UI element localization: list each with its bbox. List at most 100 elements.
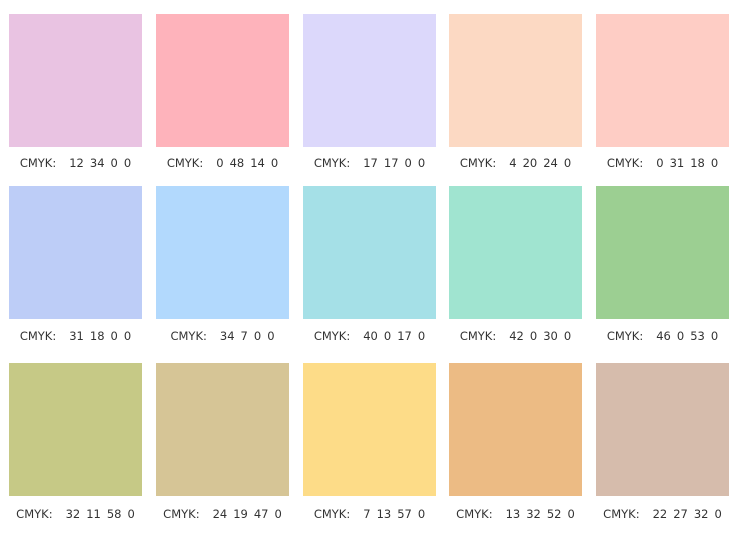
cmyk-value: 30 bbox=[543, 329, 558, 343]
color-swatch bbox=[449, 186, 582, 319]
cmyk-value: 0 bbox=[567, 507, 575, 521]
cmyk-value: 13 bbox=[505, 507, 521, 521]
color-swatch bbox=[596, 186, 729, 319]
cmyk-value: 19 bbox=[233, 507, 248, 521]
swatch-caption: CMYK: 13 32 52 0 bbox=[442, 506, 589, 522]
swatch-caption: CMYK: 31 18 0 0 bbox=[2, 328, 149, 344]
color-swatch bbox=[156, 186, 289, 319]
swatch-caption: CMYK: 46 0 53 0 bbox=[589, 328, 736, 344]
color-swatch bbox=[596, 363, 729, 496]
cmyk-label: CMYK: bbox=[313, 156, 351, 170]
cmyk-value: 24 bbox=[543, 156, 558, 170]
cmyk-value: 22 bbox=[652, 507, 668, 521]
cmyk-value: 0 bbox=[563, 329, 572, 343]
swatch-caption: CMYK: 12 34 0 0 bbox=[2, 155, 149, 171]
cmyk-value: 0 bbox=[270, 156, 279, 170]
color-swatch bbox=[9, 363, 142, 496]
cmyk-value: 0 bbox=[127, 507, 135, 521]
cmyk-label: CMYK: bbox=[606, 329, 644, 343]
cmyk-value: 0 bbox=[714, 507, 722, 521]
cmyk-value: 0 bbox=[383, 329, 392, 343]
cmyk-value: 0 bbox=[267, 329, 275, 343]
cmyk-value: 0 bbox=[656, 156, 664, 170]
cmyk-value: 0 bbox=[417, 329, 426, 343]
cmyk-label: CMYK: bbox=[19, 156, 57, 170]
cmyk-value: 0 bbox=[110, 329, 118, 343]
swatch-caption: CMYK: 0 48 14 0 bbox=[149, 155, 296, 171]
cmyk-value: 40 bbox=[363, 329, 378, 343]
cmyk-value: 20 bbox=[522, 156, 538, 170]
cmyk-label: CMYK: bbox=[313, 507, 351, 521]
cmyk-value: 17 bbox=[397, 329, 412, 343]
cmyk-value: 0 bbox=[563, 156, 572, 170]
color-swatch bbox=[303, 14, 436, 147]
cmyk-label: CMYK: bbox=[163, 507, 200, 521]
cmyk-value: 31 bbox=[69, 329, 84, 343]
cmyk-value: 0 bbox=[123, 156, 132, 170]
color-swatch bbox=[449, 14, 582, 147]
color-swatch bbox=[596, 14, 729, 147]
cmyk-label: CMYK: bbox=[313, 329, 351, 343]
cmyk-value: 0 bbox=[123, 329, 132, 343]
swatch-caption: CMYK: 7 13 57 0 bbox=[296, 506, 443, 522]
cmyk-value: 12 bbox=[69, 156, 84, 170]
cmyk-value: 0 bbox=[417, 156, 426, 170]
swatch-caption: CMYK: 42 0 30 0 bbox=[442, 328, 589, 344]
cmyk-value: 13 bbox=[376, 507, 392, 521]
cmyk-value: 0 bbox=[676, 329, 685, 343]
cmyk-value: 0 bbox=[529, 329, 538, 343]
cmyk-value: 31 bbox=[669, 156, 685, 170]
cmyk-value: 11 bbox=[86, 507, 101, 521]
color-swatch bbox=[449, 363, 582, 496]
cmyk-value: 52 bbox=[546, 507, 562, 521]
cmyk-value: 32 bbox=[693, 507, 709, 521]
cmyk-value: 0 bbox=[216, 156, 224, 170]
cmyk-value: 17 bbox=[383, 156, 399, 170]
swatch-caption: CMYK: 24 19 47 0 bbox=[149, 506, 296, 522]
swatch-caption: CMYK: 4 20 24 0 bbox=[442, 155, 589, 171]
cmyk-value: 7 bbox=[240, 329, 248, 343]
cmyk-value: 0 bbox=[710, 156, 719, 170]
cmyk-value: 0 bbox=[253, 329, 262, 343]
cmyk-value: 7 bbox=[363, 507, 371, 521]
cmyk-value: 18 bbox=[89, 329, 105, 343]
cmyk-value: 18 bbox=[690, 156, 705, 170]
cmyk-value: 17 bbox=[363, 156, 378, 170]
swatch-caption: CMYK: 34 7 0 0 bbox=[149, 328, 296, 344]
cmyk-value: 0 bbox=[274, 507, 282, 521]
color-swatch bbox=[303, 186, 436, 319]
swatch-caption: CMYK: 0 31 18 0 bbox=[589, 155, 736, 171]
cmyk-value: 32 bbox=[526, 507, 541, 521]
color-swatch bbox=[9, 14, 142, 147]
color-swatch bbox=[156, 363, 289, 496]
cmyk-value: 32 bbox=[65, 507, 81, 521]
cmyk-value: 0 bbox=[710, 329, 719, 343]
cmyk-value: 42 bbox=[509, 329, 524, 343]
cmyk-value: 34 bbox=[89, 156, 105, 170]
cmyk-value: 24 bbox=[212, 507, 228, 521]
cmyk-label: CMYK: bbox=[459, 329, 497, 343]
cmyk-value: 34 bbox=[219, 329, 235, 343]
swatch-caption: CMYK: 32 11 58 0 bbox=[2, 506, 149, 522]
cmyk-value: 0 bbox=[417, 507, 426, 521]
swatch-caption: CMYK: 40 0 17 0 bbox=[296, 328, 443, 344]
color-swatch bbox=[303, 363, 436, 496]
cmyk-label: CMYK: bbox=[19, 329, 57, 343]
cmyk-value: 47 bbox=[253, 507, 269, 521]
cmyk-value: 58 bbox=[106, 507, 122, 521]
color-swatch bbox=[156, 14, 289, 147]
color-swatch bbox=[9, 186, 142, 319]
cmyk-label: CMYK: bbox=[456, 507, 493, 521]
cmyk-label: CMYK: bbox=[166, 156, 204, 170]
cmyk-label: CMYK: bbox=[606, 156, 644, 170]
cmyk-value: 46 bbox=[656, 329, 671, 343]
cmyk-value: 14 bbox=[250, 156, 265, 170]
cmyk-value: 48 bbox=[229, 156, 245, 170]
cmyk-value: 4 bbox=[509, 156, 517, 170]
cmyk-label: CMYK: bbox=[170, 329, 207, 343]
cmyk-label: CMYK: bbox=[459, 156, 497, 170]
cmyk-label: CMYK: bbox=[603, 507, 640, 521]
cmyk-value: 57 bbox=[397, 507, 412, 521]
swatch-caption: CMYK: 22 27 32 0 bbox=[589, 506, 736, 522]
